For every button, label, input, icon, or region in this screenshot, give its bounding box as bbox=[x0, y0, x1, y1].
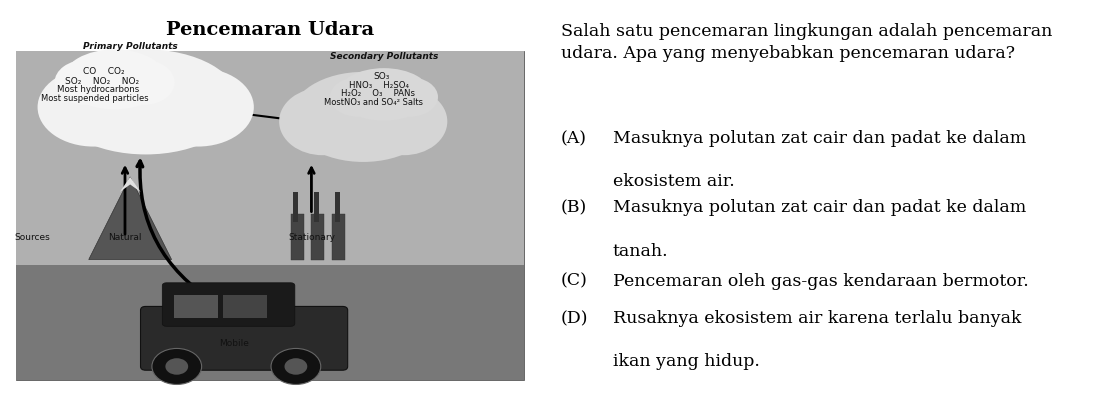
Bar bbox=[291, 214, 304, 260]
FancyBboxPatch shape bbox=[140, 307, 348, 370]
Ellipse shape bbox=[63, 49, 167, 109]
Text: Stationary: Stationary bbox=[288, 233, 335, 241]
Ellipse shape bbox=[71, 73, 159, 103]
Ellipse shape bbox=[54, 60, 117, 105]
Text: Pencemaran Udara: Pencemaran Udara bbox=[166, 21, 375, 39]
Text: SO₂    NO₂    NO₂: SO₂ NO₂ NO₂ bbox=[64, 77, 139, 86]
Ellipse shape bbox=[382, 77, 438, 117]
Text: Sources: Sources bbox=[14, 233, 50, 241]
Bar bbox=[17, 265, 524, 380]
Text: Mobile: Mobile bbox=[219, 339, 249, 348]
Bar bbox=[333, 214, 345, 260]
Text: CO    CO₂: CO CO₂ bbox=[84, 68, 125, 76]
Ellipse shape bbox=[66, 91, 225, 144]
Text: MostNO₃ and SO₄² Salts: MostNO₃ and SO₄² Salts bbox=[324, 98, 423, 107]
Ellipse shape bbox=[280, 88, 366, 155]
Bar bbox=[312, 214, 325, 260]
Polygon shape bbox=[88, 177, 171, 260]
Text: ekosistem air.: ekosistem air. bbox=[612, 173, 735, 190]
Ellipse shape bbox=[345, 89, 423, 115]
Bar bbox=[293, 192, 298, 222]
Ellipse shape bbox=[291, 72, 435, 162]
Ellipse shape bbox=[38, 68, 149, 147]
Text: Salah satu pencemaran lingkungan adalah pencemaran
udara. Apa yang menyebabkan p: Salah satu pencemaran lingkungan adalah … bbox=[561, 23, 1052, 62]
Text: Primary Pollutants: Primary Pollutants bbox=[83, 42, 178, 51]
Text: (B): (B) bbox=[561, 199, 587, 216]
Circle shape bbox=[284, 358, 307, 375]
Circle shape bbox=[271, 348, 320, 384]
Text: (A): (A) bbox=[561, 130, 587, 147]
Text: ikan yang hidup.: ikan yang hidup. bbox=[612, 354, 759, 371]
Ellipse shape bbox=[113, 60, 175, 105]
Bar bbox=[17, 51, 524, 265]
Ellipse shape bbox=[360, 88, 448, 155]
Bar bbox=[335, 192, 340, 222]
Text: (D): (D) bbox=[561, 310, 589, 327]
Bar bbox=[314, 192, 319, 222]
Text: SO₃: SO₃ bbox=[373, 72, 390, 81]
Polygon shape bbox=[119, 177, 140, 192]
Text: Rusaknya ekosistem air karena terlalu banyak: Rusaknya ekosistem air karena terlalu ba… bbox=[612, 310, 1021, 327]
Ellipse shape bbox=[337, 68, 431, 120]
Bar bbox=[223, 295, 267, 318]
Ellipse shape bbox=[52, 49, 239, 154]
Text: tanah.: tanah. bbox=[612, 243, 669, 260]
Ellipse shape bbox=[141, 68, 254, 147]
Text: Masuknya polutan zat cair dan padat ke dalam: Masuknya polutan zat cair dan padat ke d… bbox=[612, 130, 1025, 147]
Circle shape bbox=[151, 348, 201, 384]
Bar bbox=[17, 51, 524, 380]
Ellipse shape bbox=[302, 108, 424, 153]
Ellipse shape bbox=[330, 77, 386, 117]
Text: Secondary Pollutants: Secondary Pollutants bbox=[329, 52, 438, 60]
Circle shape bbox=[166, 358, 188, 375]
FancyBboxPatch shape bbox=[162, 283, 295, 326]
Text: Pencemaran oleh gas-gas kendaraan bermotor.: Pencemaran oleh gas-gas kendaraan bermot… bbox=[612, 273, 1029, 290]
Text: Most hydrocarbons: Most hydrocarbons bbox=[57, 85, 139, 94]
Text: Masuknya polutan zat cair dan padat ke dalam: Masuknya polutan zat cair dan padat ke d… bbox=[612, 199, 1025, 216]
Text: H₂O₂    O₃    PANs: H₂O₂ O₃ PANs bbox=[340, 89, 414, 98]
Text: Natural: Natural bbox=[108, 233, 141, 241]
Text: HNO₃    H₂SO₄: HNO₃ H₂SO₄ bbox=[349, 81, 409, 90]
Text: Most suspended particles: Most suspended particles bbox=[41, 94, 149, 103]
Bar bbox=[175, 295, 218, 318]
Text: (C): (C) bbox=[561, 273, 588, 290]
